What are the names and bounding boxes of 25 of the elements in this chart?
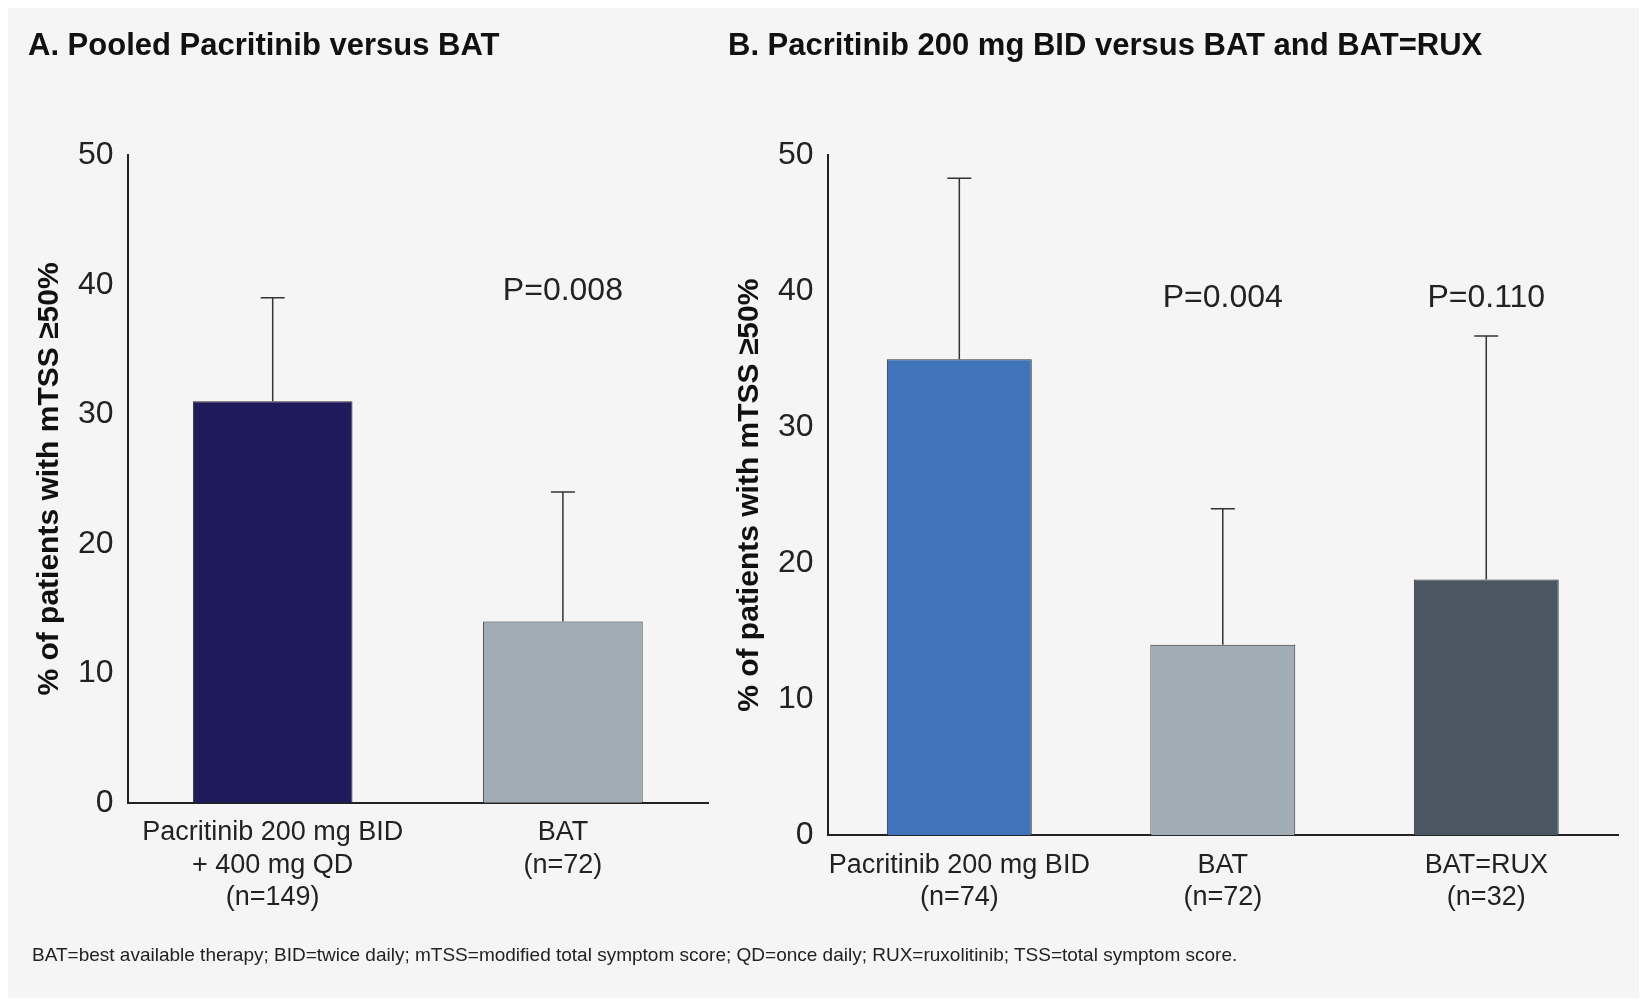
x-tick-label: BAT=RUX (n=32) bbox=[1424, 848, 1548, 912]
y-tick-label: 0 bbox=[95, 782, 114, 819]
annotation: P=0.110 bbox=[1427, 277, 1546, 314]
y-tick-label: 40 bbox=[78, 264, 114, 301]
x-tick-label: BAT (n=72) bbox=[523, 816, 603, 879]
y-tick-label: 50 bbox=[78, 135, 114, 172]
y-tick-label: 20 bbox=[778, 543, 814, 580]
annotation: P=0.004 bbox=[1162, 277, 1283, 314]
y-tick-label: 30 bbox=[778, 407, 814, 444]
x-tick-label: BAT (n=72) bbox=[1183, 848, 1263, 912]
y-tick-label: 50 bbox=[778, 135, 814, 172]
text: BAT=best available therapy; BID=twice daily; mTSS=modified total symptom score; QD=once daily; RUX=ruxolitinib; TSS=total symptom score. bbox=[31, 944, 1239, 966]
y-axis-title: % of patients with mTSS ≥50% bbox=[31, 262, 65, 696]
y-tick-label: 20 bbox=[78, 523, 114, 560]
x-tick-label: Pacritinib 200 mg BID (n=74) bbox=[828, 848, 1090, 912]
x-tick-label: Pacritinib 200 mg BID + 400 mg QD (n=149) bbox=[142, 816, 404, 912]
y-tick-label: 10 bbox=[78, 653, 114, 690]
chart-title: A. Pooled Pacritinib versus BAT bbox=[28, 27, 500, 63]
y-tick-label: 40 bbox=[778, 271, 814, 308]
y-tick-label: 10 bbox=[778, 679, 814, 716]
chart-title: B. Pacritinib 200 mg BID versus BAT and BAT=RUX bbox=[728, 27, 1483, 63]
y-axis-title: % of patients with mTSS ≥50% bbox=[731, 278, 765, 712]
annotation: P=0.008 bbox=[502, 271, 623, 308]
y-tick-label: 30 bbox=[78, 394, 114, 431]
y-tick-label: 0 bbox=[795, 815, 814, 852]
